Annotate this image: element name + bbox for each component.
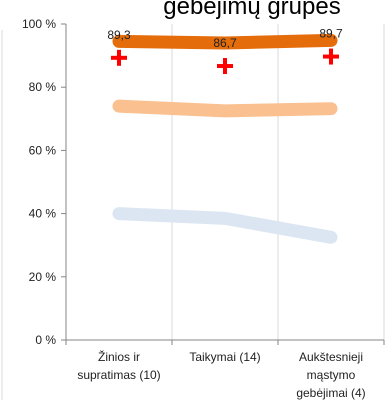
x-category-label: mąstymo (307, 368, 356, 382)
x-category-label: gebėjimai (4) (296, 386, 365, 400)
data-label: 89,7 (319, 27, 343, 41)
x-category-label: Aukštesnieji (299, 350, 363, 364)
y-tick-label: 0 % (35, 333, 56, 347)
series-line (112, 33, 338, 50)
y-tick-label: 60 % (29, 143, 57, 157)
series-line (112, 207, 338, 244)
data-label: 89,3 (107, 28, 131, 42)
y-tick-label: 80 % (29, 80, 57, 94)
y-tick-label: 100 % (22, 17, 56, 31)
cross-marker-vertical (329, 48, 333, 65)
chart-title: gebėjimų grupės (163, 0, 340, 20)
data-label: 86,7 (213, 36, 237, 50)
x-category-label: Žinios ir (98, 349, 140, 364)
y-tick-label: 40 % (29, 207, 57, 221)
axes: 0 % 20 % 40 % 60 % 80 % 100 % (22, 17, 385, 347)
series-line (112, 99, 338, 118)
gridlines (171, 24, 385, 340)
y-tick-label: 20 % (29, 270, 57, 284)
series-group (111, 33, 339, 244)
x-category-label: supratimas (10) (77, 368, 160, 382)
x-category-label: Taikymai (14) (189, 350, 260, 364)
cross-marker-vertical (223, 58, 227, 75)
cross-marker-vertical (117, 49, 121, 66)
labels-group: Žinios ir supratimas (10) Taikymai (14) Auk… (77, 27, 365, 400)
